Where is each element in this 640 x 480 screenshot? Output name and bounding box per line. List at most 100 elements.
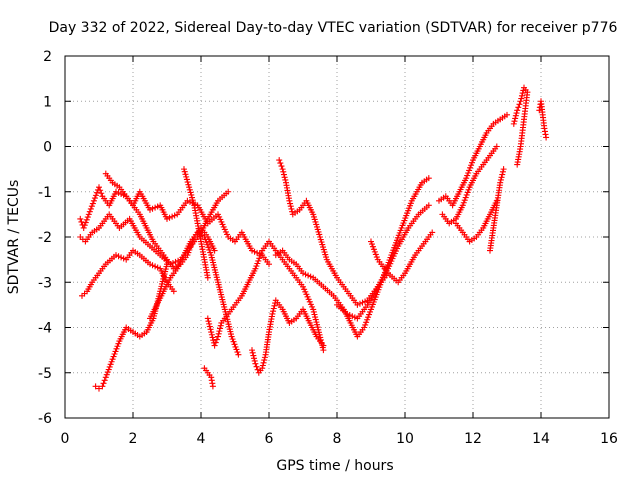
data-point-interp bbox=[91, 195, 98, 202]
data-point bbox=[425, 202, 432, 209]
data-point-interp bbox=[86, 208, 93, 215]
data-point bbox=[211, 247, 218, 254]
data-point bbox=[266, 261, 272, 268]
data-point-interp bbox=[518, 95, 525, 102]
data-point bbox=[228, 333, 235, 340]
data-point-interp bbox=[232, 343, 239, 350]
data-point-interp bbox=[282, 176, 289, 183]
data-point-interp bbox=[81, 222, 88, 229]
axis-ticks bbox=[64, 55, 610, 419]
data-point-interp bbox=[189, 194, 196, 201]
data-point-interp bbox=[362, 298, 369, 305]
data-point-interp bbox=[188, 191, 195, 198]
chart-title: Day 332 of 2022, Sidereal Day-to-day VTE… bbox=[49, 20, 618, 36]
data-point-interp bbox=[469, 159, 476, 166]
data-point-interp bbox=[541, 128, 548, 135]
data-point-interp bbox=[208, 331, 215, 338]
data-point-interp bbox=[114, 343, 121, 350]
data-point bbox=[459, 202, 466, 209]
data-point-interp bbox=[100, 380, 107, 387]
data-point-interp bbox=[249, 349, 256, 356]
data-point-interp bbox=[498, 174, 505, 181]
data-point-interp bbox=[115, 340, 122, 347]
data-point-interp bbox=[215, 330, 222, 337]
data-point-interp bbox=[497, 176, 504, 183]
series-trace-6 bbox=[147, 229, 242, 358]
data-point-interp bbox=[184, 179, 191, 186]
data-point-interp bbox=[111, 351, 118, 358]
data-point-interp bbox=[103, 371, 110, 378]
data-point-interp bbox=[362, 321, 369, 328]
data-point bbox=[186, 184, 193, 191]
data-point bbox=[541, 125, 548, 132]
data-point-interp bbox=[518, 92, 525, 99]
data-point-interp bbox=[207, 326, 214, 333]
data-point-interp bbox=[257, 252, 264, 259]
data-point-interp bbox=[110, 353, 117, 360]
data-point-interp bbox=[464, 172, 471, 179]
data-point-interp bbox=[365, 314, 372, 321]
series-trace-20 bbox=[536, 98, 550, 141]
data-point-interp bbox=[92, 192, 99, 199]
series-trace-14 bbox=[368, 229, 436, 286]
data-point bbox=[320, 342, 327, 349]
data-point-interp bbox=[462, 194, 469, 201]
data-point bbox=[368, 238, 374, 245]
data-point bbox=[85, 211, 92, 218]
data-point-interp bbox=[289, 208, 296, 215]
data-point-interp bbox=[369, 243, 376, 250]
x-tick-label: 14 bbox=[532, 431, 550, 447]
data-point-interp bbox=[206, 320, 213, 327]
data-point-interp bbox=[186, 186, 193, 193]
data-point-interp bbox=[372, 251, 379, 258]
data-point-interp bbox=[231, 341, 238, 348]
data-point-interp bbox=[364, 316, 371, 323]
data-point-interp bbox=[542, 131, 549, 138]
data-point bbox=[429, 229, 436, 236]
data-point bbox=[259, 365, 266, 372]
data-markers bbox=[77, 84, 550, 392]
series-trace-7 bbox=[181, 166, 211, 281]
y-tick-label: 0 bbox=[43, 140, 52, 156]
data-point bbox=[209, 383, 216, 390]
data-point bbox=[96, 385, 102, 392]
y-axis-label: SDTVAR / TECUs bbox=[6, 180, 22, 295]
data-point-interp bbox=[207, 249, 214, 256]
grid-lines bbox=[65, 56, 609, 418]
data-point-interp bbox=[83, 216, 90, 223]
data-point-interp bbox=[307, 273, 314, 280]
data-point-interp bbox=[513, 110, 520, 117]
y-tick-label: 2 bbox=[43, 49, 52, 65]
y-tick-label: -5 bbox=[38, 366, 52, 382]
data-point-interp bbox=[270, 308, 277, 315]
data-point-interp bbox=[93, 189, 100, 196]
data-point-interp bbox=[112, 348, 119, 355]
data-point-interp bbox=[511, 118, 518, 125]
data-point-interp bbox=[280, 171, 287, 178]
data-point-interp bbox=[206, 246, 213, 253]
data-point bbox=[354, 301, 361, 308]
data-point-interp bbox=[499, 168, 506, 175]
data-point-interp bbox=[250, 352, 257, 359]
data-point bbox=[269, 310, 276, 317]
data-point-interp bbox=[212, 339, 219, 346]
data-point-interp bbox=[261, 357, 268, 364]
data-point bbox=[96, 184, 102, 191]
data-point-interp bbox=[270, 305, 277, 312]
data-point-interp bbox=[366, 311, 373, 318]
series-trace-10 bbox=[249, 297, 327, 376]
data-point-interp bbox=[287, 203, 294, 210]
data-point-interp bbox=[183, 173, 190, 180]
data-point bbox=[252, 265, 259, 272]
data-point bbox=[514, 161, 521, 168]
data-point bbox=[204, 274, 211, 281]
series-trace-16 bbox=[439, 143, 500, 227]
data-point bbox=[543, 134, 550, 141]
data-point bbox=[536, 107, 543, 114]
x-tick-label: 4 bbox=[197, 431, 206, 447]
data-point-interp bbox=[89, 200, 96, 207]
data-point-interp bbox=[461, 197, 468, 204]
data-point bbox=[225, 188, 232, 195]
data-point-interp bbox=[101, 377, 108, 384]
